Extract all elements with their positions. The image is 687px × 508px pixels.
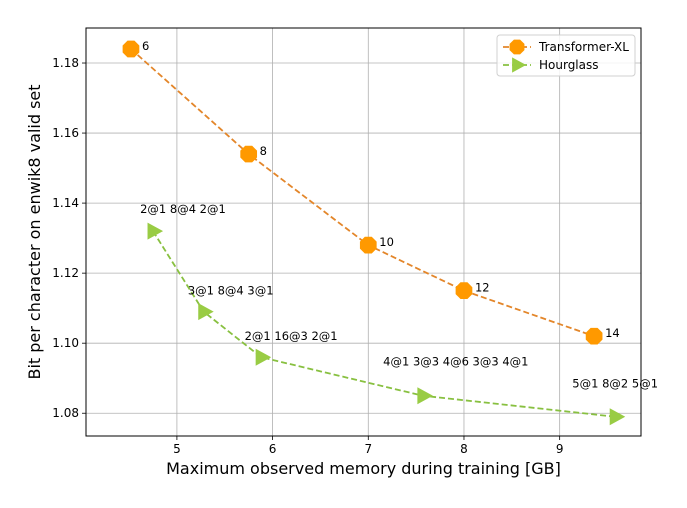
legend-marker bbox=[509, 39, 525, 55]
data-point-marker bbox=[585, 327, 603, 345]
grid-lines bbox=[86, 28, 641, 436]
series-layer: 6 8 10 12 14 2@1 8@4 2@1 3@1 8@4 3@1 2@1 16@3 2… bbox=[122, 39, 658, 426]
y-tick-label: 1.12 bbox=[52, 266, 79, 280]
y-tick-label: 1.16 bbox=[52, 126, 79, 140]
data-point-label: 4@1 3@3 4@6 3@3 4@1 bbox=[383, 355, 528, 369]
data-point-marker bbox=[417, 387, 433, 405]
data-point-marker bbox=[455, 282, 473, 300]
y-tick-label: 1.14 bbox=[52, 196, 79, 210]
y-tick-label: 1.10 bbox=[52, 336, 79, 350]
x-tick-label: 9 bbox=[556, 442, 564, 456]
data-point-label: 2@1 16@3 2@1 bbox=[245, 329, 338, 343]
data-point-label: 6 bbox=[142, 39, 149, 53]
y-tick-label: 1.18 bbox=[52, 56, 79, 70]
axis-ticks: 5 6 7 8 9 1.08 1.10 1.12 1.14 1.16 1.18 bbox=[52, 56, 563, 456]
data-point-marker bbox=[122, 40, 140, 58]
series-transformer-xl: 6 8 10 12 14 bbox=[122, 39, 620, 345]
x-tick-label: 7 bbox=[364, 442, 372, 456]
data-point-marker bbox=[359, 236, 377, 254]
series-line bbox=[152, 230, 616, 418]
legend-marker bbox=[512, 57, 527, 73]
data-point-label: 5@1 8@2 5@1 bbox=[572, 377, 658, 391]
legend-label: Hourglass bbox=[539, 58, 599, 72]
data-point-marker bbox=[609, 408, 626, 426]
data-point-label: 10 bbox=[379, 235, 394, 249]
x-tick-label: 6 bbox=[269, 442, 277, 456]
series-hourglass: 2@1 8@4 2@1 3@1 8@4 3@1 2@1 16@3 2@1 4@1 3@… bbox=[140, 202, 658, 426]
data-point-marker bbox=[147, 222, 164, 240]
legend-box bbox=[496, 34, 636, 77]
data-point-label: 2@1 8@4 2@1 bbox=[140, 202, 226, 216]
x-tick-label: 8 bbox=[460, 442, 468, 456]
y-axis-title: Bit per character on enwik8 valid set bbox=[25, 84, 44, 379]
legend: Transformer-XL Hourglass bbox=[496, 34, 636, 77]
data-point-marker bbox=[255, 348, 272, 366]
plot-area-frame bbox=[85, 27, 642, 437]
x-tick-label: 5 bbox=[173, 442, 181, 456]
legend-entry: Hourglass bbox=[503, 57, 599, 73]
data-point-label: 8 bbox=[260, 144, 267, 158]
x-axis-title: Maximum observed memory during training … bbox=[166, 459, 561, 478]
y-tick-label: 1.08 bbox=[52, 406, 79, 420]
data-point-marker bbox=[198, 303, 214, 321]
data-point-label: 3@1 8@4 3@1 bbox=[188, 284, 274, 298]
legend-entry: Transformer-XL bbox=[503, 39, 629, 55]
legend-label: Transformer-XL bbox=[538, 40, 629, 54]
data-point-marker bbox=[240, 145, 258, 163]
data-point-label: 14 bbox=[605, 326, 620, 340]
data-point-label: 12 bbox=[475, 281, 490, 295]
